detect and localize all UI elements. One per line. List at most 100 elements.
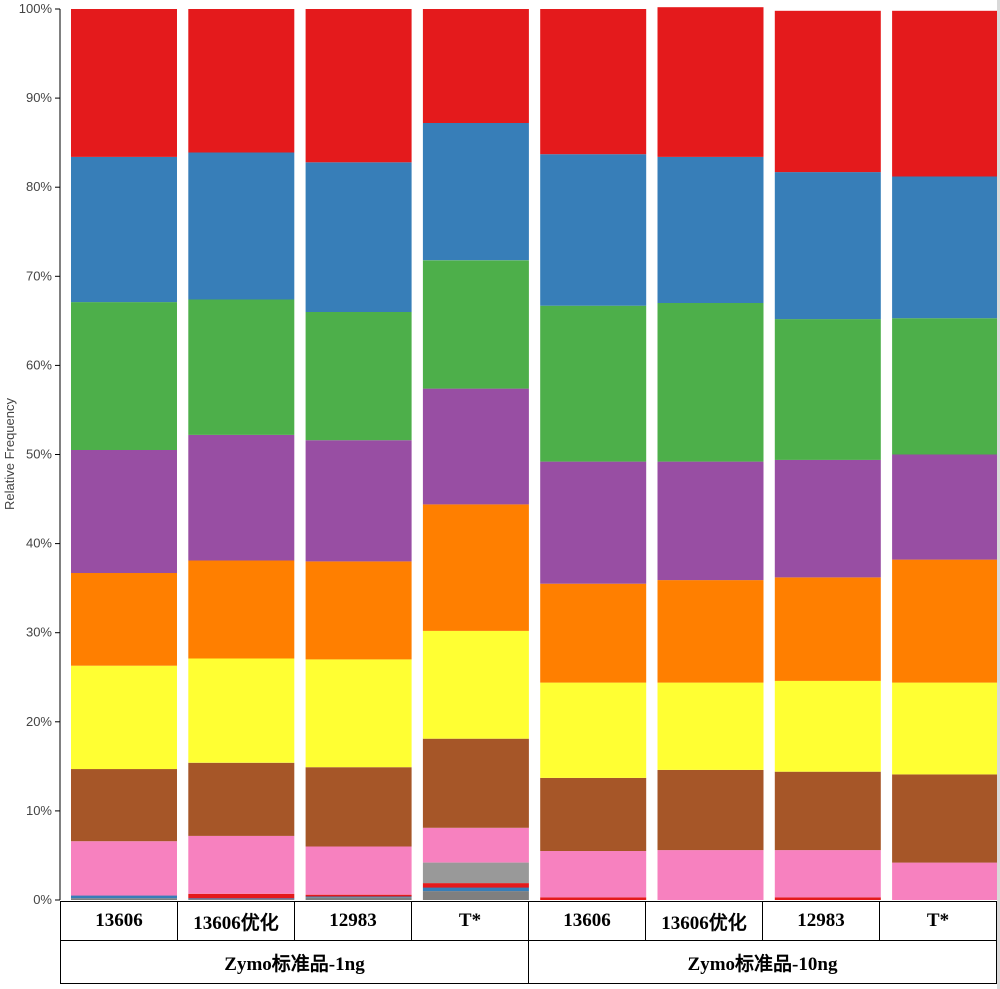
x-category-label: 12983 — [294, 901, 412, 941]
bar-segment — [540, 9, 647, 155]
window-edge — [997, 0, 1000, 989]
bar-segment — [892, 682, 999, 775]
bar-segment — [540, 777, 647, 851]
bar-segment — [188, 893, 295, 899]
y-tick-label: 80% — [26, 179, 52, 194]
bar-segment — [422, 862, 529, 884]
bar-segment — [422, 738, 529, 828]
bar-segment — [188, 299, 295, 435]
bar-segment — [422, 9, 529, 123]
y-axis: 0% 10% 20% 30% 40% 50% 60% 70% 80% 90% 100% — [19, 1, 61, 905]
bar-segment — [305, 162, 412, 312]
bar-segment — [305, 894, 412, 897]
y-tick-label: 90% — [26, 90, 52, 105]
bar-segment — [892, 774, 999, 863]
bar-segment — [892, 454, 999, 560]
bar-segment — [774, 172, 881, 320]
bar-segment — [540, 154, 647, 306]
bar-segment — [71, 898, 177, 900]
bar-segment — [188, 898, 295, 900]
x-category-label: 13606优化 — [177, 901, 295, 941]
y-tick-label: 10% — [26, 803, 52, 818]
x-category-label: 13606 — [528, 901, 646, 941]
x-category-label: 13606 — [60, 901, 178, 941]
y-tick-label: 0% — [33, 892, 52, 905]
bar-segment — [892, 559, 999, 683]
bar-segment — [540, 583, 647, 683]
bar-segment — [892, 862, 999, 900]
bar-segment — [305, 9, 412, 163]
bar-segment — [71, 573, 177, 666]
bar-segment — [71, 156, 177, 303]
bar-segment — [71, 665, 177, 770]
bar-segment — [188, 899, 295, 900]
bar-segment — [422, 123, 529, 261]
y-tick-label: 40% — [26, 536, 52, 551]
bar-segment — [305, 311, 412, 441]
bar-segment — [305, 440, 412, 562]
bar-segment — [188, 835, 295, 894]
bar-segment — [774, 850, 881, 898]
x-category-label: T* — [411, 901, 529, 941]
bar-segment — [71, 769, 177, 842]
bar-segment — [422, 260, 529, 389]
bar-segment — [422, 887, 529, 892]
x-group-label: Zymo标准品-1ng — [60, 940, 529, 984]
bar-segment — [71, 841, 177, 896]
bar-segment — [892, 10, 999, 177]
bar-segment — [657, 682, 764, 770]
bar-segment — [657, 156, 764, 303]
bar-segment — [188, 658, 295, 763]
bar-segment — [305, 659, 412, 768]
x-category-label: T* — [879, 901, 997, 941]
bar-segment — [774, 680, 881, 772]
bar-segment — [305, 561, 412, 660]
bar-segment — [657, 580, 764, 683]
bar-segment — [774, 577, 881, 681]
bar-segment — [188, 434, 295, 561]
bar-segment — [540, 305, 647, 462]
y-tick-label: 30% — [26, 625, 52, 640]
bar-segment — [305, 897, 412, 900]
bar-segment — [422, 827, 529, 863]
bar-segment — [657, 461, 764, 581]
bar-segment — [305, 767, 412, 847]
bar-segment — [892, 176, 999, 319]
bar-segment — [657, 850, 764, 900]
bar-segment — [774, 897, 881, 900]
bar-segment — [422, 891, 529, 900]
bar-segment — [305, 896, 412, 898]
bar-segment — [540, 461, 647, 584]
bar-segment — [71, 9, 177, 157]
bar-segment — [71, 450, 177, 573]
bars — [71, 7, 999, 900]
bar-segment — [305, 846, 412, 895]
bar-segment — [422, 883, 529, 888]
x-axis-table: 13606 13606优化 12983 T* 13606 13606优化 129… — [60, 901, 997, 984]
bar-segment — [540, 897, 647, 900]
x-category-label: 13606优化 — [645, 901, 763, 941]
bar-segment — [774, 771, 881, 851]
y-tick-label: 60% — [26, 357, 52, 372]
bar-segment — [422, 504, 529, 631]
bar-segment — [71, 895, 177, 899]
bar-segment — [657, 303, 764, 462]
stacked-bar-chart: 0% 10% 20% 30% 40% 50% 60% 70% 80% 90% 100% Relati… — [2, 1, 999, 905]
x-category-label: 12983 — [762, 901, 880, 941]
bar-segment — [422, 630, 529, 739]
bar-segment — [422, 388, 529, 505]
x-group-label: Zymo标准品-10ng — [528, 940, 997, 984]
y-tick-label: 70% — [26, 268, 52, 283]
bar-segment — [657, 769, 764, 851]
y-tick-label: 50% — [26, 447, 52, 462]
bar-segment — [540, 682, 647, 778]
bar-segment — [774, 10, 881, 173]
bar-segment — [188, 9, 295, 153]
bar-segment — [188, 152, 295, 300]
bar-segment — [892, 318, 999, 455]
bar-segment — [188, 560, 295, 659]
bar-segment — [774, 319, 881, 460]
y-tick-label: 20% — [26, 714, 52, 729]
bar-segment — [188, 762, 295, 836]
y-axis-title: Relative Frequency — [2, 398, 17, 510]
